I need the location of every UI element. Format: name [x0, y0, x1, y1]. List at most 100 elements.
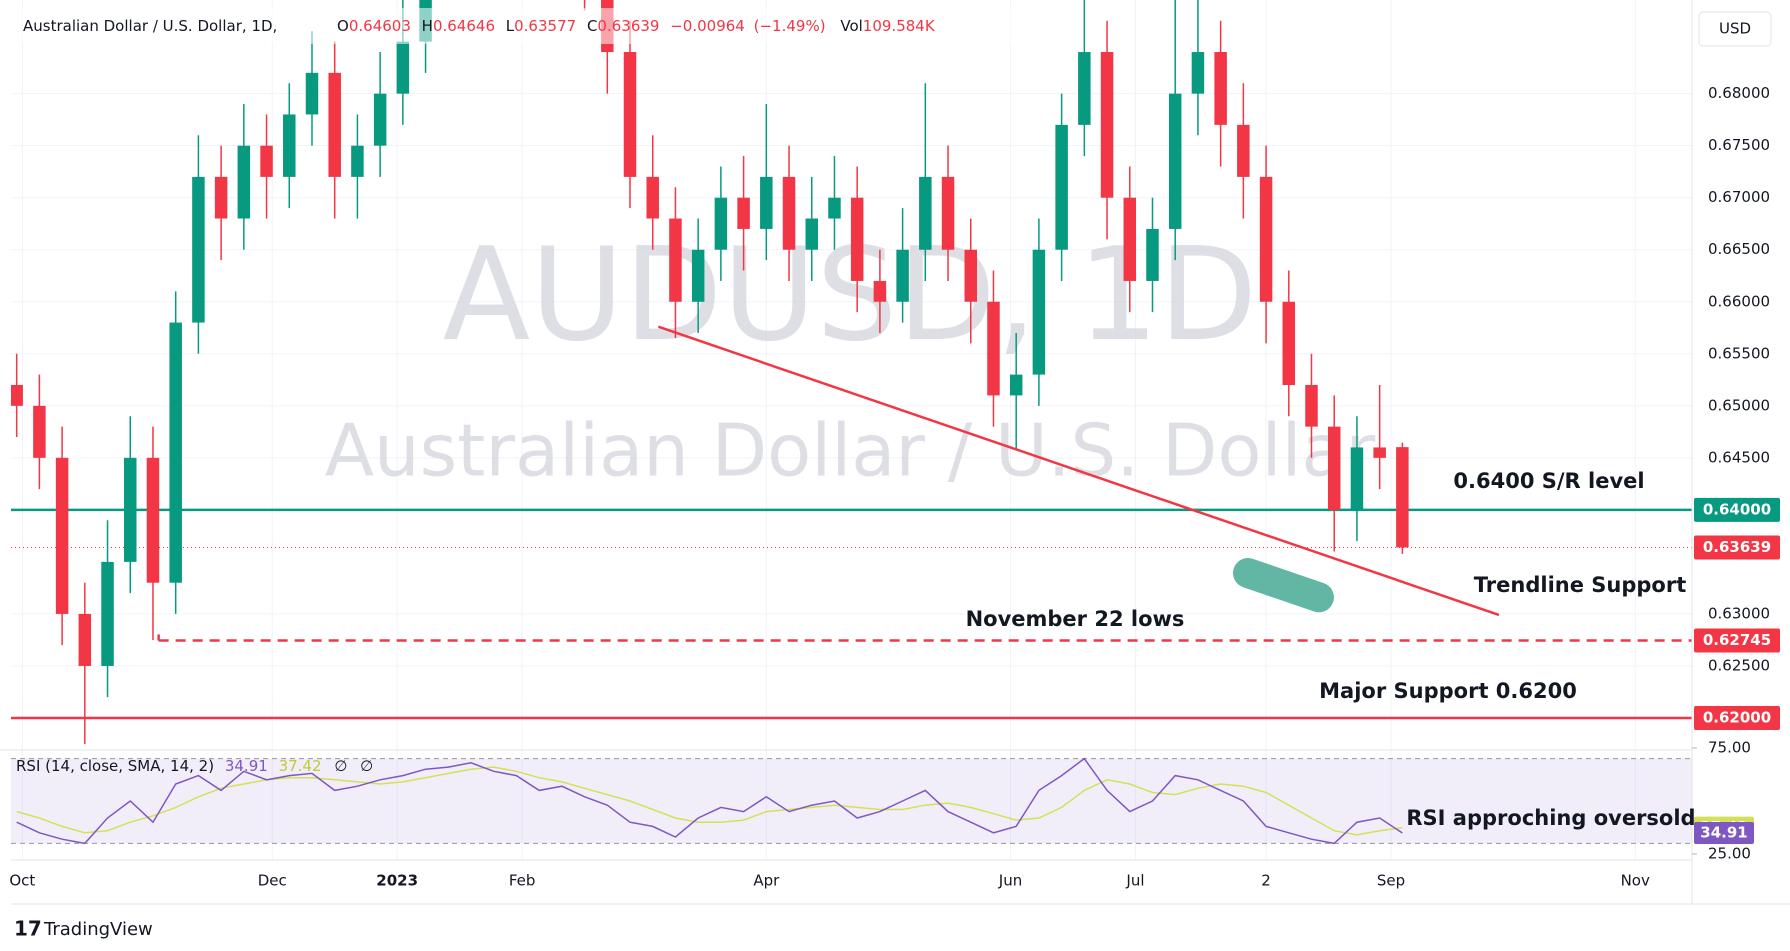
rsi-tick-label: 25.00: [1708, 845, 1751, 863]
rsi-pane: [11, 757, 1692, 845]
x-tick-label: Apr: [753, 872, 780, 890]
rsi-legend: RSI (14, close, SMA, 14, 2) 34.91 37.42 …: [16, 757, 373, 775]
candle-body: [737, 197, 750, 229]
y-tick-label: 0.66000: [1708, 292, 1770, 310]
legend-key: Vol: [840, 17, 862, 35]
candle-body: [124, 457, 137, 562]
annotations: 0.6400 S/R level Trendline Support Novem…: [966, 469, 1696, 830]
candle-body: [373, 93, 387, 146]
annotation: Trendline Support: [1474, 573, 1686, 597]
candle-body: [1055, 124, 1068, 250]
candle-body: [1009, 374, 1023, 396]
legend-key: H: [422, 17, 433, 35]
candle-body: [1146, 228, 1159, 281]
rsi-flag: ∅: [360, 757, 373, 775]
price-tag: [1694, 705, 1780, 730]
rsi-lines: [16, 757, 1403, 845]
y-tick-label: 0.67000: [1708, 188, 1770, 206]
price-tag: [1694, 628, 1780, 653]
candle-body: [669, 218, 682, 302]
brand: TradingView: [43, 919, 153, 940]
candle-body: [78, 613, 92, 666]
logo: 17: [14, 917, 42, 941]
candle-body: [919, 176, 932, 250]
x-tick-label: Jun: [998, 872, 1022, 890]
candle-body: [396, 41, 410, 94]
candle-body: [11, 385, 23, 406]
y-tick-label: 0.68000: [1708, 84, 1770, 102]
candle-body: [33, 405, 46, 458]
axes: 0.62500 0.63000 0.64500 0.65000 0.65500 0.660…: [9, 84, 1770, 889]
rsi-flag: ∅: [334, 757, 347, 775]
legend-value: 0.64646: [433, 17, 495, 35]
candle-body: [260, 145, 273, 177]
price-tag: [1694, 535, 1780, 560]
candle-body: [760, 176, 773, 229]
candle-body: [1191, 52, 1205, 94]
candle-body: [1282, 301, 1296, 386]
candle-body: [964, 249, 978, 302]
y-tick-label: 0.64500: [1708, 448, 1770, 466]
candle-body: [941, 176, 955, 250]
price-tag-label: 0.62745: [1703, 631, 1771, 649]
levels: [11, 508, 1692, 720]
legend-value: 109.584K: [863, 17, 936, 35]
rsi-value: 34.91: [225, 757, 268, 775]
x-tick-label: Feb: [509, 872, 536, 890]
watermark-symbol: AUDUSD, 1D: [443, 221, 1258, 370]
candle-body: [1373, 447, 1386, 458]
trend: [658, 325, 1500, 617]
candle-body: [351, 145, 364, 177]
legend-key: L: [506, 17, 515, 35]
candle-body: [1350, 447, 1364, 510]
candle-body: [623, 52, 637, 177]
x-tick-label: Oct: [9, 872, 35, 890]
price-tag: [1694, 497, 1780, 522]
legend-key: C: [587, 17, 597, 35]
candle-body: [169, 322, 182, 583]
rsi-sma-value: 37.42: [279, 757, 322, 775]
rsi-band-fill: [11, 758, 1692, 844]
y-tick-label: 0.63000: [1708, 604, 1770, 622]
candle-body: [55, 457, 69, 614]
x-tick-label: Nov: [1621, 872, 1650, 890]
candle-body: [896, 249, 909, 302]
x-tick-label: Dec: [258, 872, 287, 890]
candle-body: [237, 145, 251, 219]
currency-box[interactable]: [1698, 11, 1772, 47]
rsi-line: [16, 757, 1403, 845]
price-tag-label: 0.64000: [1703, 500, 1771, 518]
candle-body: [1305, 385, 1318, 427]
candle-body: [1214, 52, 1227, 125]
x-tick-label: 2: [1261, 872, 1271, 890]
candle-body: [283, 114, 296, 177]
legend: Australian Dollar / U.S. Dollar, 1D, O0.…: [23, 17, 936, 35]
rsi-tag-label: 34.91: [1700, 823, 1747, 841]
price-tag-label: 0.62000: [1703, 708, 1771, 726]
candle-body: [146, 457, 160, 583]
candle-body: [101, 561, 114, 666]
legend-value: 0.64603: [349, 17, 411, 35]
candle-body: [987, 301, 1000, 396]
rsi-sma-line: [16, 766, 1403, 836]
candle-body: [873, 280, 887, 302]
candle-body: [1168, 93, 1182, 229]
legend-key: O: [337, 17, 349, 35]
candle-body: [850, 197, 864, 281]
x-tick-label: Sep: [1377, 872, 1405, 890]
candle-body: [328, 72, 341, 177]
candle-body: [1327, 426, 1341, 510]
branding: 17 TradingView: [14, 917, 153, 941]
legend-value: 0.63639: [597, 17, 659, 35]
candle-body: [1100, 52, 1114, 198]
watermark-name: Australian Dollar / U.S. Dollar: [325, 409, 1376, 493]
candle-body: [1396, 447, 1409, 548]
candle-body: [691, 249, 705, 302]
y-tick-label: 0.65500: [1708, 344, 1770, 362]
annotation: 0.6400 S/R level: [1453, 469, 1644, 493]
candle-body: [805, 218, 818, 250]
y-tick-label: 0.67500: [1708, 136, 1770, 154]
rsi-tick-label: 75.00: [1708, 739, 1751, 757]
y-tick-label: 0.62500: [1708, 656, 1770, 674]
